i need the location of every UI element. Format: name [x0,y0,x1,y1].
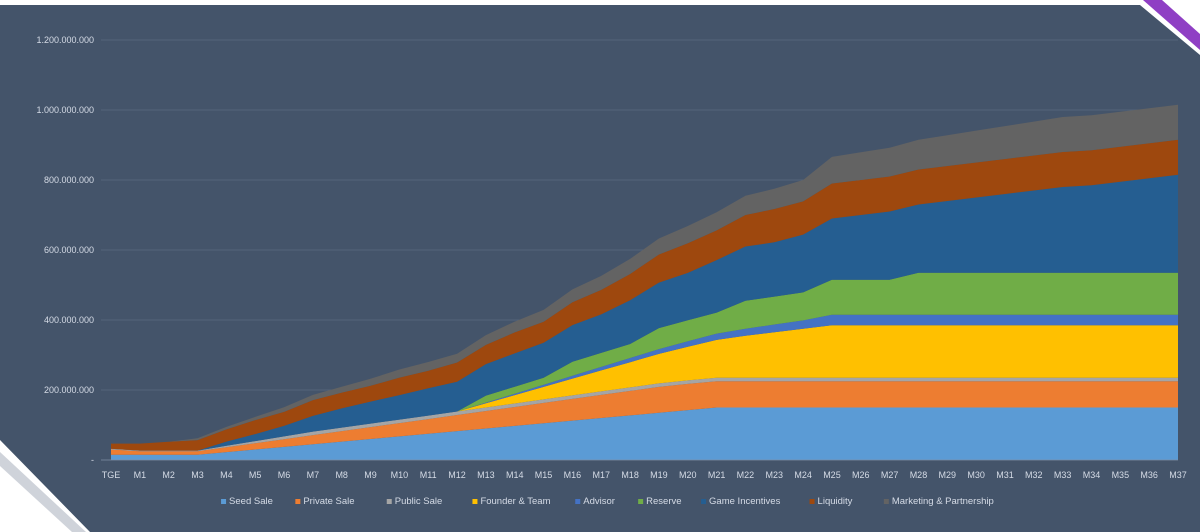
x-tick-label: M3 [191,470,204,480]
series-area-founder-team [111,325,1178,451]
plot-area [111,104,1178,460]
x-axis: TGE M1 M2 M3 M4 M5 M6 M7 M8 M9 M10 M11 M12 M13 M14 M15 M… [101,459,1187,480]
legend-swatch [386,499,392,504]
y-tick-label: 1.200.000.000 [36,35,94,45]
x-tick-label: M20 [679,470,697,480]
x-tick-label: M21 [708,470,726,480]
x-tick-label: M16 [564,470,582,480]
series-area-reserve [111,272,1178,451]
legend-swatch [575,499,581,504]
x-tick-label: M25 [823,470,841,480]
x-tick-label: M32 [1025,470,1043,480]
corner-ribbon-top-right [1143,0,1200,50]
legend-swatch [809,499,815,504]
x-tick-label: M29 [939,470,957,480]
series-area-seed-sale [111,407,1178,460]
x-tick-label: M17 [592,470,610,480]
legend-label: Founder & Team [480,496,550,507]
legend-swatch [221,499,227,504]
x-tick-label: M22 [737,470,755,480]
x-tick-label: M18 [621,470,639,480]
x-tick-label: M8 [335,470,348,480]
x-tick-label: M7 [307,470,320,480]
x-tick-label: M36 [1140,470,1158,480]
y-axis: - 200.000.000 400.000.000 600.000.000 800.00… [36,35,94,465]
legend-label: Private Sale [303,496,354,507]
x-tick-label: M9 [364,470,377,480]
legend-label: Advisor [583,496,615,507]
x-tick-label: M5 [249,470,262,480]
x-tick-label: M35 [1112,470,1130,480]
legend-swatch [701,499,707,504]
x-tick-label: M37 [1169,470,1187,480]
legend-label: Seed Sale [229,496,273,507]
y-tick-label: 200.000.000 [44,385,94,395]
x-tick-label: M10 [391,470,409,480]
x-tick-label: M28 [910,470,928,480]
series-area-game-incentives [111,174,1178,451]
x-tick-label: M34 [1083,470,1101,480]
x-tick-label: M11 [420,470,437,480]
y-tick-label: 1.000.000.000 [36,105,94,115]
legend-label: Liquidity [818,496,853,507]
legend-label: Reserve [646,496,681,507]
series-area-liquidity [111,139,1178,451]
legend-swatch [638,499,644,504]
y-tick-label: - [91,455,94,465]
x-tick-label: M13 [477,470,495,480]
series-area-marketing-partnership [111,104,1178,444]
series-area-private-sale [111,381,1178,455]
x-tick-label: M33 [1054,470,1072,480]
legend-swatch [472,499,478,504]
x-tick-label: M30 [967,470,985,480]
x-tick-label: M24 [794,470,812,480]
y-tick-label: 800.000.000 [44,175,94,185]
x-tick-label: M1 [134,470,147,480]
x-tick-label: M2 [162,470,175,480]
legend-label: Game Incentives [709,496,781,507]
x-tick-label: M26 [852,470,870,480]
x-tick-label: M15 [535,470,553,480]
x-tick-label: M23 [766,470,784,480]
x-tick-label: M27 [881,470,899,480]
x-tick-label: M19 [650,470,668,480]
legend-label: Marketing & Partnership [892,496,994,507]
x-tick-label: TGE [102,470,121,480]
x-tick-label: M14 [506,470,524,480]
legend-swatch [295,499,301,504]
corner-ribbon-bottom-left [0,452,86,532]
x-tick-label: M12 [448,470,466,480]
y-tick-label: 400.000.000 [44,315,94,325]
legend-swatch [883,499,889,504]
legend: Seed Sale Private Sale Public Sale Founder … [221,496,994,507]
x-tick-label: M31 [996,470,1014,480]
y-tick-label: 600.000.000 [44,245,94,255]
x-tick-label: M6 [278,470,291,480]
legend-label: Public Sale [395,496,443,507]
x-tick-label: M4 [220,470,233,480]
